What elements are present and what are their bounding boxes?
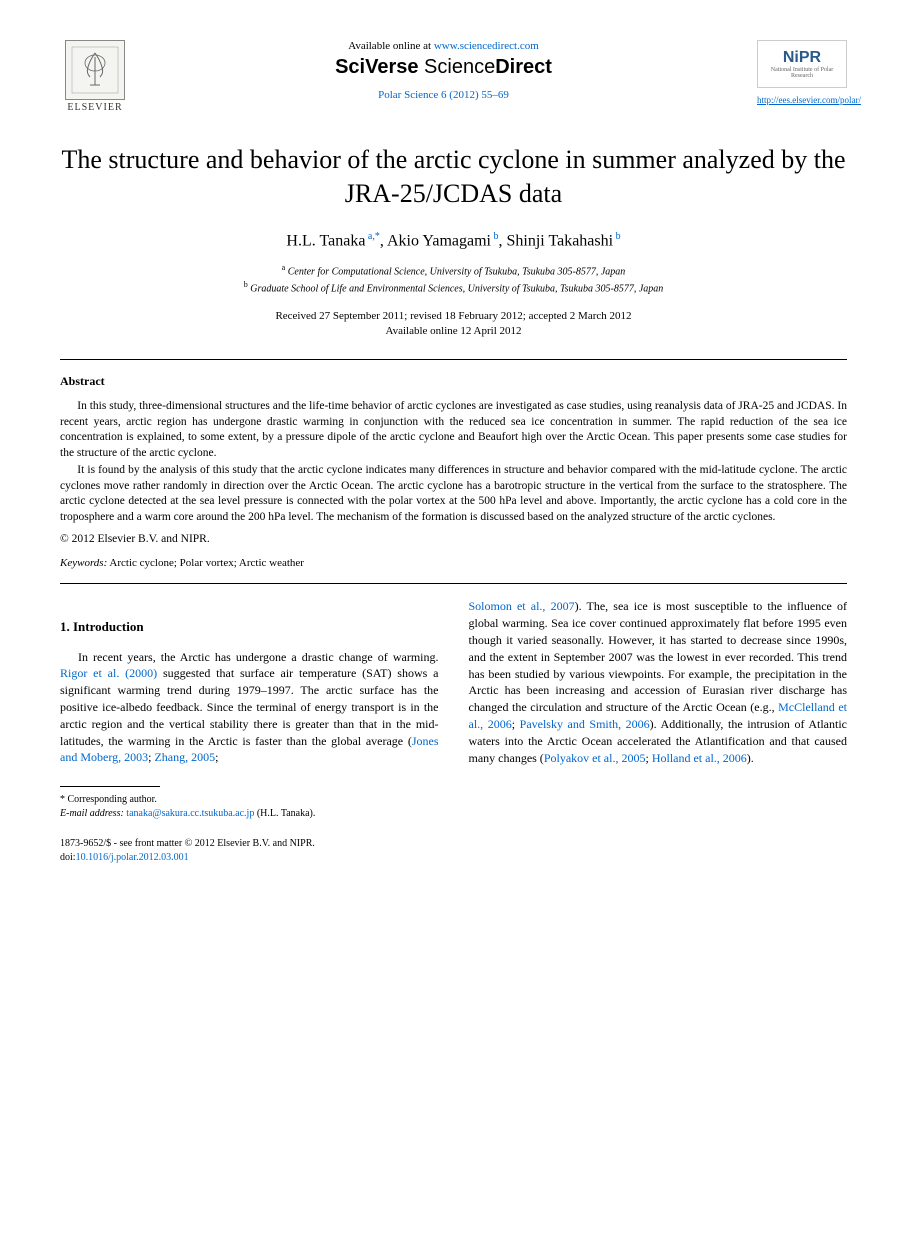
citation-zhang[interactable]: Zhang, 2005 xyxy=(154,750,215,764)
author-1: H.L. Tanaka xyxy=(286,232,365,249)
abstract-body: In this study, three-dimensional structu… xyxy=(60,399,847,525)
keywords-text: Arctic cyclone; Polar vortex; Arctic wea… xyxy=(107,557,304,569)
abstract-heading: Abstract xyxy=(60,374,847,389)
article-title: The structure and behavior of the arctic… xyxy=(60,143,847,211)
nipr-title: NiPR xyxy=(764,49,840,67)
footnote-separator xyxy=(60,786,160,787)
keywords-label: Keywords: xyxy=(60,557,107,569)
abstract-p1: In this study, three-dimensional structu… xyxy=(60,399,847,461)
issn-line: 1873-9652/$ - see front matter © 2012 El… xyxy=(60,837,847,851)
keywords: Keywords: Arctic cyclone; Polar vortex; … xyxy=(60,557,847,569)
citation-holland[interactable]: Holland et al., 2006 xyxy=(652,751,747,765)
available-online: Available online at www.sciencedirect.co… xyxy=(150,40,737,52)
corresponding-author: * Corresponding author. xyxy=(60,793,439,807)
elsevier-label: ELSEVIER xyxy=(67,102,122,113)
sciencedirect-link[interactable]: www.sciencedirect.com xyxy=(434,40,539,52)
author-1-affil: a,* xyxy=(365,231,379,242)
author-3: Shinji Takahashi xyxy=(507,232,614,249)
intro-paragraph-cont: Solomon et al., 2007). The, sea ice is m… xyxy=(469,598,848,766)
author-2: Akio Yamagami xyxy=(387,232,491,249)
elsevier-tree-icon xyxy=(65,40,125,100)
intro-paragraph: In recent years, the Arctic has undergon… xyxy=(60,649,439,767)
nipr-link[interactable]: http://ees.elsevier.com/polar/ xyxy=(757,95,861,105)
corresponding-footnote: * Corresponding author. E-mail address: … xyxy=(60,793,439,821)
authors: H.L. Tanaka a,*, Akio Yamagami b, Shinji… xyxy=(60,231,847,250)
doi-link[interactable]: 10.1016/j.polar.2012.03.001 xyxy=(76,852,189,863)
elsevier-logo: ELSEVIER xyxy=(60,40,130,113)
body-columns: 1. Introduction In recent years, the Arc… xyxy=(60,598,847,821)
page-header: ELSEVIER Available online at www.science… xyxy=(60,40,847,113)
nipr-subtitle: National Institute of Polar Research xyxy=(764,67,840,79)
page-footer: 1873-9652/$ - see front matter © 2012 El… xyxy=(60,837,847,865)
received-date: Received 27 September 2011; revised 18 F… xyxy=(60,309,847,324)
sciverse-brand: SciVerse ScienceDirect xyxy=(150,56,737,79)
online-date: Available online 12 April 2012 xyxy=(60,324,847,339)
copyright: © 2012 Elsevier B.V. and NIPR. xyxy=(60,533,847,545)
nipr-logo: NiPR National Institute of Polar Researc… xyxy=(757,40,847,108)
affiliation-a: Center for Computational Science, Univer… xyxy=(288,266,626,277)
divider xyxy=(60,359,847,360)
author-3-affil: b xyxy=(613,231,621,242)
email-label: E-mail address: xyxy=(60,808,124,819)
citation-solomon[interactable]: Solomon et al., 2007 xyxy=(469,599,575,613)
abstract-p2: It is found by the analysis of this stud… xyxy=(60,463,847,525)
section-1-heading: 1. Introduction xyxy=(60,618,439,636)
doi-label: doi: xyxy=(60,852,76,863)
affiliations: a Center for Computational Science, Univ… xyxy=(60,262,847,297)
email-attribution: (H.L. Tanaka). xyxy=(254,808,315,819)
citation-rigor[interactable]: Rigor et al. (2000) xyxy=(60,666,157,680)
article-dates: Received 27 September 2011; revised 18 F… xyxy=(60,309,847,340)
divider xyxy=(60,583,847,584)
affiliation-b: Graduate School of Life and Environmenta… xyxy=(250,284,663,295)
citation-pavelsky[interactable]: Pavelsky and Smith, 2006 xyxy=(520,717,650,731)
column-right: Solomon et al., 2007). The, sea ice is m… xyxy=(469,598,848,821)
author-2-affil: b xyxy=(491,231,499,242)
author-email-link[interactable]: tanaka@sakura.cc.tsukuba.ac.jp xyxy=(126,808,254,819)
citation-polyakov[interactable]: Polyakov et al., 2005 xyxy=(544,751,646,765)
nipr-logo-box: NiPR National Institute of Polar Researc… xyxy=(757,40,847,88)
center-header: Available online at www.sciencedirect.co… xyxy=(130,40,757,101)
journal-reference[interactable]: Polar Science 6 (2012) 55–69 xyxy=(150,89,737,101)
column-left: 1. Introduction In recent years, the Arc… xyxy=(60,598,439,821)
available-text: Available online at xyxy=(348,40,434,52)
